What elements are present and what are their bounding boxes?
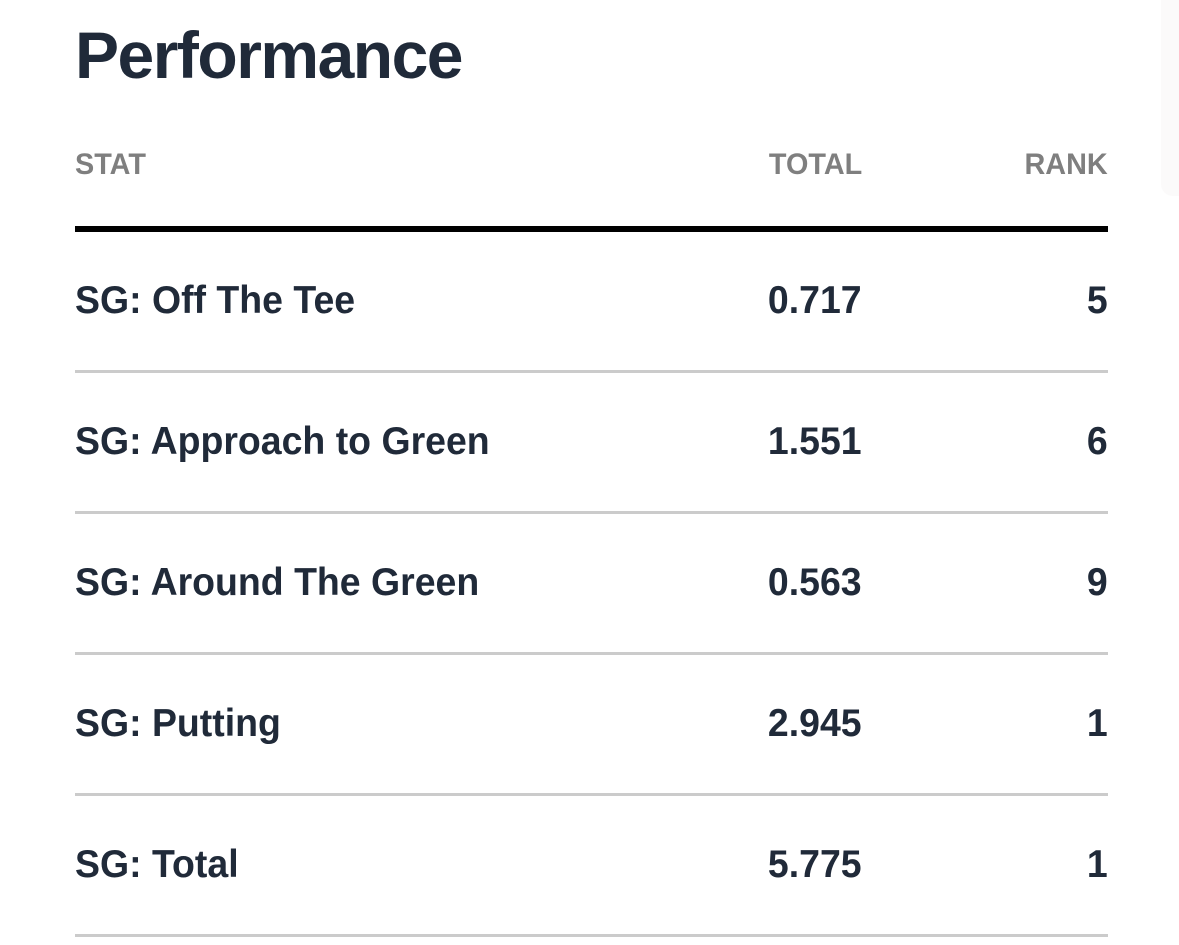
rank-cell: 5	[862, 229, 1108, 373]
total-cell: 2.945	[595, 653, 862, 796]
page-title: Performance	[75, 18, 464, 92]
stat-cell: SG: Off The Tee	[75, 229, 595, 373]
table-row: SG: Approach to Green 1.551 6	[75, 371, 1108, 514]
performance-table: STAT TOTAL RANK SG: Off The Tee 0.717 5	[75, 124, 1108, 937]
rank-cell: 9	[862, 512, 1108, 655]
column-header-rank: RANK	[862, 124, 1108, 232]
table-row: SG: Putting 2.945 1	[75, 653, 1108, 796]
rank-cell: 1	[862, 794, 1108, 937]
stat-cell: SG: Around The Green	[75, 512, 595, 655]
adjacent-card-edge	[1161, 0, 1179, 196]
total-cell: 0.717	[595, 229, 862, 373]
table-body: SG: Off The Tee 0.717 5 SG: Approach to …	[75, 229, 1108, 937]
table-row: SG: Total 5.775 1	[75, 794, 1108, 937]
stat-cell: SG: Approach to Green	[75, 371, 595, 514]
rank-cell: 1	[862, 653, 1108, 796]
total-cell: 0.563	[595, 512, 862, 655]
stat-cell: SG: Putting	[75, 653, 595, 796]
table-header: STAT TOTAL RANK	[75, 124, 1108, 232]
column-header-stat: STAT	[75, 124, 595, 232]
stat-cell: SG: Total	[75, 794, 595, 937]
total-cell: 1.551	[595, 371, 862, 514]
total-cell: 5.775	[595, 794, 862, 937]
rank-cell: 6	[862, 371, 1108, 514]
header-row: STAT TOTAL RANK	[75, 124, 1108, 232]
table-row: SG: Around The Green 0.563 9	[75, 512, 1108, 655]
column-header-total: TOTAL	[595, 124, 862, 232]
table-row: SG: Off The Tee 0.717 5	[75, 229, 1108, 373]
